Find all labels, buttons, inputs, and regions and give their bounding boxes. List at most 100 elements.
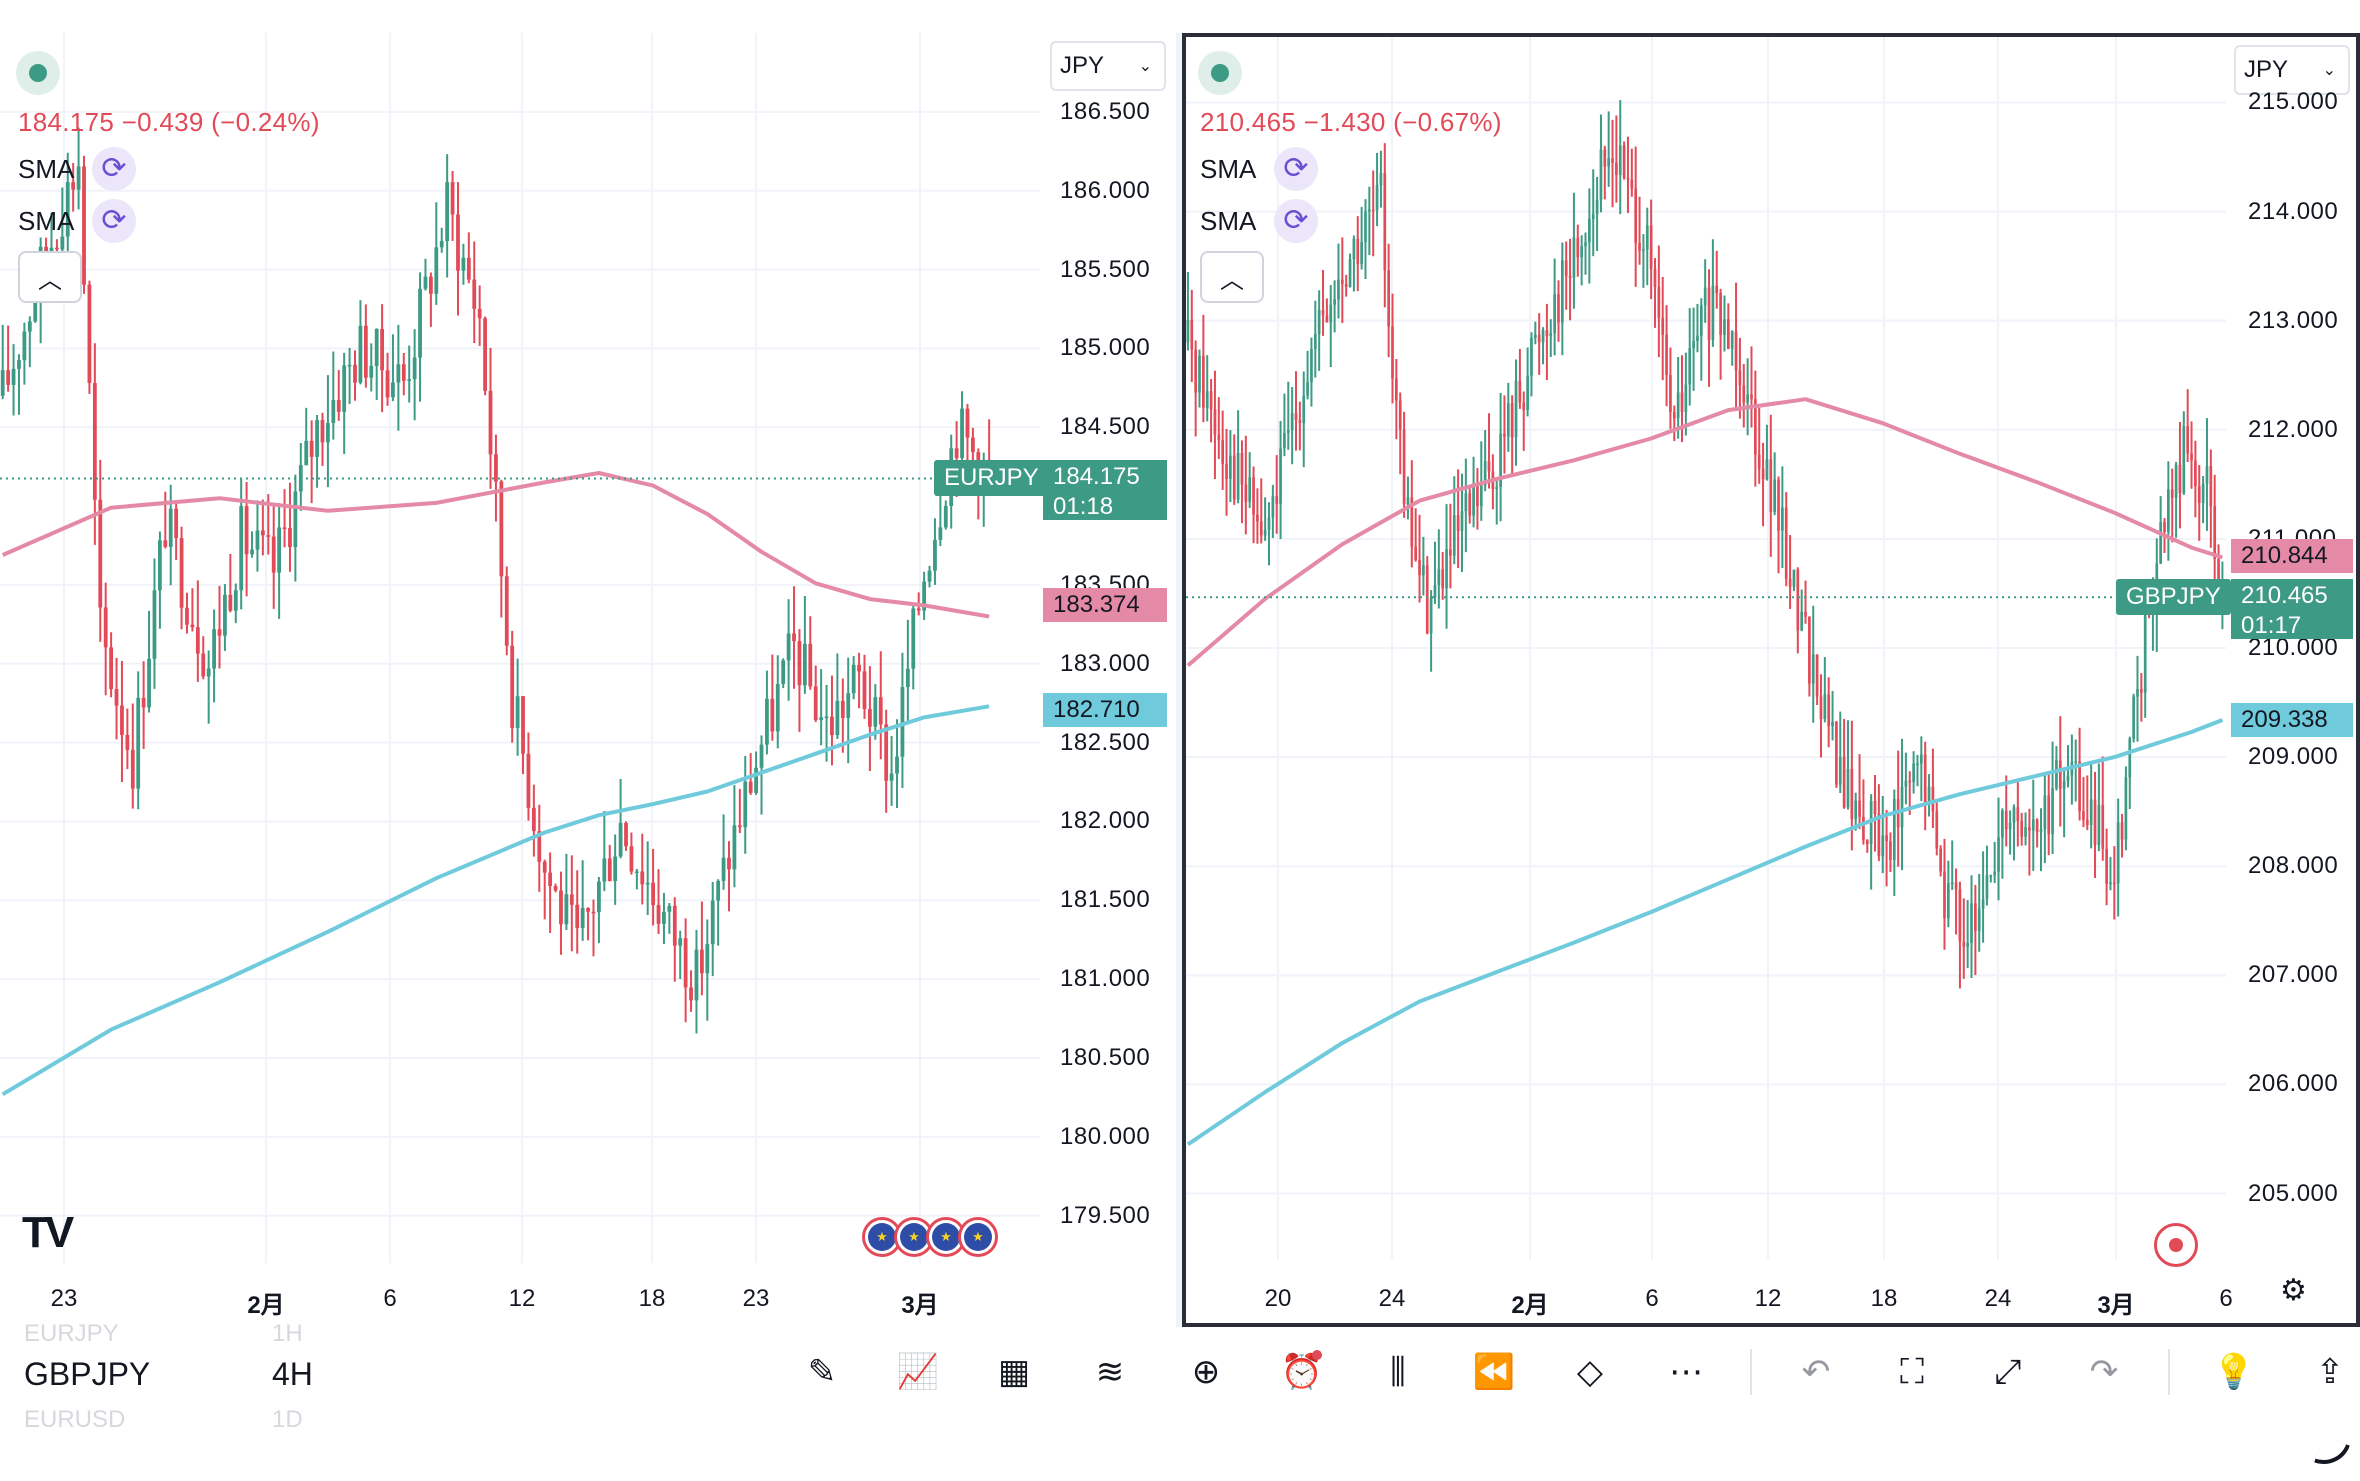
candle-up <box>1970 875 1973 978</box>
candle-up <box>233 583 238 624</box>
currency-select[interactable]: JPY ⌄ <box>1050 41 1166 91</box>
candle-up <box>2001 808 2004 879</box>
candle-up <box>2051 741 2054 855</box>
ideas-button[interactable]: 💡 <box>2202 1340 2266 1404</box>
candle-body <box>1904 780 1908 787</box>
candle-up <box>1572 192 1576 309</box>
currency-select[interactable]: JPY ⌄ <box>2234 45 2350 95</box>
economic-events[interactable]: ★ ★ ★ ★ <box>862 1217 998 1257</box>
candle-down <box>1939 845 1942 877</box>
candle-body <box>1946 883 1950 919</box>
candle-down <box>813 665 818 723</box>
candle-down <box>1885 809 1888 887</box>
candle-body <box>1560 260 1564 323</box>
candle-body <box>1842 757 1846 808</box>
layouts-button[interactable]: ▦ <box>982 1340 1046 1404</box>
candle-body <box>266 535 271 537</box>
candle-body <box>1379 173 1383 186</box>
add-symbol-button[interactable]: ⊕ <box>1174 1340 1238 1404</box>
candle-body <box>1854 800 1858 820</box>
tradingview-logo-icon[interactable]: TV <box>22 1208 74 1257</box>
candle-body <box>1935 811 1939 849</box>
alert-button[interactable]: ⏰ <box>1270 1340 1334 1404</box>
more-icon: ⋯ <box>1669 1353 1703 1391</box>
candle-down <box>1827 677 1831 748</box>
candle-body <box>407 379 412 381</box>
compare-button[interactable]: ≋ <box>1078 1340 1142 1404</box>
candle-body <box>504 576 509 646</box>
chart-panel-gbpjpy[interactable]: 210.465 −1.430 (−0.67%) SMA ⟳ SMA ⟳ ︿ JP… <box>1182 33 2360 1327</box>
indicator-row[interactable]: SMA ⟳ <box>18 199 136 243</box>
candle-down <box>1634 146 1638 287</box>
candle-body <box>1858 800 1861 817</box>
candle-body <box>1881 835 1885 857</box>
candle-body <box>1638 243 1641 251</box>
chart-canvas[interactable] <box>1186 37 2356 1323</box>
candle-body <box>1530 337 1533 376</box>
event-badge[interactable]: ★ <box>926 1217 966 1257</box>
event-badge[interactable]: ★ <box>894 1217 934 1257</box>
candle-body <box>201 653 206 677</box>
undo-button[interactable]: ↶ <box>1784 1340 1848 1404</box>
collapse-legend-button[interactable]: ︿ <box>1200 251 1264 303</box>
event-badge[interactable]: ★ <box>958 1217 998 1257</box>
settings-gear-icon[interactable]: ⚙ <box>2280 1274 2307 1307</box>
candle-up <box>564 853 569 931</box>
candle-down <box>466 232 471 284</box>
event-badge[interactable]: ★ <box>862 1217 902 1257</box>
candle-down <box>120 660 124 783</box>
panel-divider[interactable] <box>1176 33 1182 1327</box>
market-status-icon[interactable] <box>1198 51 1242 95</box>
share-button[interactable]: ⇪ <box>2298 1340 2360 1404</box>
chart-canvas[interactable] <box>0 33 1176 1327</box>
chart-type-button[interactable]: ⫼ <box>1366 1340 1430 1404</box>
candle-up <box>1599 114 1603 213</box>
candle-body <box>1765 459 1769 480</box>
candle-up <box>1831 691 1834 741</box>
candle-body <box>1290 413 1294 431</box>
candle-body <box>1364 211 1367 243</box>
candle-up <box>1313 300 1317 378</box>
objects-tree-button[interactable]: ◇ <box>1558 1340 1622 1404</box>
more-button[interactable]: ⋯ <box>1654 1340 1718 1404</box>
chart-type-icon: ⫼ <box>1390 1352 1406 1391</box>
draw-tool-button[interactable]: ✎ <box>790 1340 854 1404</box>
candle-body <box>1306 382 1309 396</box>
candle-up <box>2132 693 2135 743</box>
fullscreen-icon: ⤢ <box>1994 1352 2022 1391</box>
candle-up <box>1580 235 1584 286</box>
redo-button[interactable]: ↷ <box>2072 1340 2136 1404</box>
indicator-row[interactable]: SMA ⟳ <box>18 147 136 191</box>
candle-down <box>1707 269 1711 387</box>
candle-down <box>1275 455 1279 534</box>
indicator-row[interactable]: SMA ⟳ <box>1200 199 1318 243</box>
target-icon[interactable] <box>2154 1223 2198 1267</box>
candle-body <box>125 734 130 750</box>
screenshot-button[interactable]: ⛶ <box>1880 1340 1944 1404</box>
sma-slow-line <box>1 704 990 1097</box>
candle-body <box>1962 941 1966 947</box>
candle-down <box>521 696 525 775</box>
candle-up <box>2201 476 2205 524</box>
indicators-button[interactable]: 📈 <box>886 1340 950 1404</box>
candle-up <box>255 500 260 572</box>
candle-up <box>1904 752 1908 805</box>
chevron-up-icon: ︿ <box>1220 266 1244 294</box>
chart-panel-eurjpy[interactable]: 184.175 −0.439 (−0.24%) SMA ⟳ SMA ⟳ ︿ JP… <box>0 33 1176 1327</box>
fullscreen-button[interactable]: ⤢ <box>1976 1340 2040 1404</box>
candle-down <box>1815 654 1819 706</box>
market-status-icon[interactable] <box>16 51 60 95</box>
candle-body <box>195 627 200 654</box>
indicator-row[interactable]: SMA ⟳ <box>1200 147 1318 191</box>
candle-down <box>591 899 596 957</box>
collapse-legend-button[interactable]: ︿ <box>18 251 82 303</box>
candle-body <box>2085 819 2089 826</box>
candle-body <box>586 907 590 912</box>
replay-button[interactable]: ⏪ <box>1462 1340 1526 1404</box>
candle-body <box>1997 837 2000 872</box>
candle-down <box>1221 410 1225 490</box>
candle-body <box>1221 440 1225 465</box>
price-tick-label: 180.500 <box>1060 1044 1151 1071</box>
candle-up <box>1838 711 1842 794</box>
candle-up <box>781 658 786 689</box>
